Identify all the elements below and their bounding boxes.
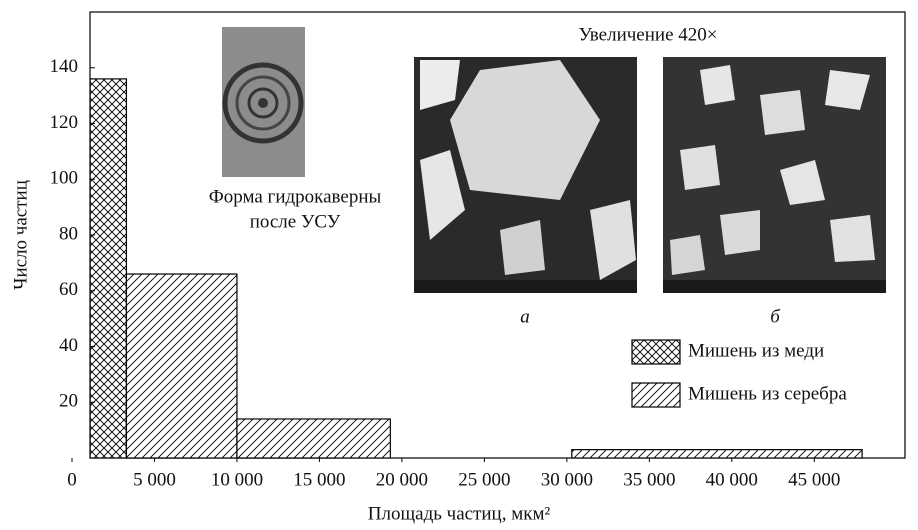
y-tick-label: 100 — [50, 168, 79, 189]
legend-swatch — [632, 340, 680, 364]
sem-image-a — [414, 57, 637, 293]
legend-label: Мишень из меди — [688, 340, 824, 361]
panel-label: а — [520, 306, 530, 327]
x-tick-label: 25 000 — [458, 469, 510, 490]
bar — [572, 450, 862, 458]
x-tick-label: 5 000 — [133, 469, 176, 490]
x-tick-label: 45 000 — [788, 469, 840, 490]
y-tick-label: 60 — [59, 279, 78, 300]
inset-caption: Форма гидрокаверны — [209, 186, 382, 207]
inset-photo — [222, 27, 305, 177]
bar — [90, 79, 126, 458]
x-tick-label: 0 — [67, 469, 77, 490]
x-tick-label: 35 000 — [623, 469, 675, 490]
legend-label: Мишень из серебра — [688, 383, 847, 404]
y-tick-label: 120 — [50, 112, 79, 133]
inset-caption: после УСУ — [250, 211, 341, 232]
x-tick-label: 30 000 — [541, 469, 593, 490]
bar — [237, 419, 390, 458]
chart: Увеличение 420× Форма гидрокаверны после… — [0, 0, 918, 530]
x-tick-label: 15 000 — [293, 469, 345, 490]
sem-image-b — [663, 57, 886, 293]
x-axis-label: Площадь частиц, мкм² — [368, 503, 551, 524]
magnification-label: Увеличение 420× — [579, 24, 718, 45]
y-tick-label: 140 — [50, 56, 79, 77]
y-tick-label: 20 — [59, 391, 78, 412]
y-tick-label: 80 — [59, 223, 78, 244]
x-tick-label: 40 000 — [706, 469, 758, 490]
panel-label: б — [770, 306, 781, 327]
x-tick-label: 10 000 — [211, 469, 263, 490]
legend-swatch — [632, 383, 680, 407]
bar — [126, 274, 237, 458]
y-axis-label: Число частиц — [10, 180, 31, 290]
x-tick-label: 20 000 — [376, 469, 428, 490]
y-tick-label: 40 — [59, 335, 78, 356]
